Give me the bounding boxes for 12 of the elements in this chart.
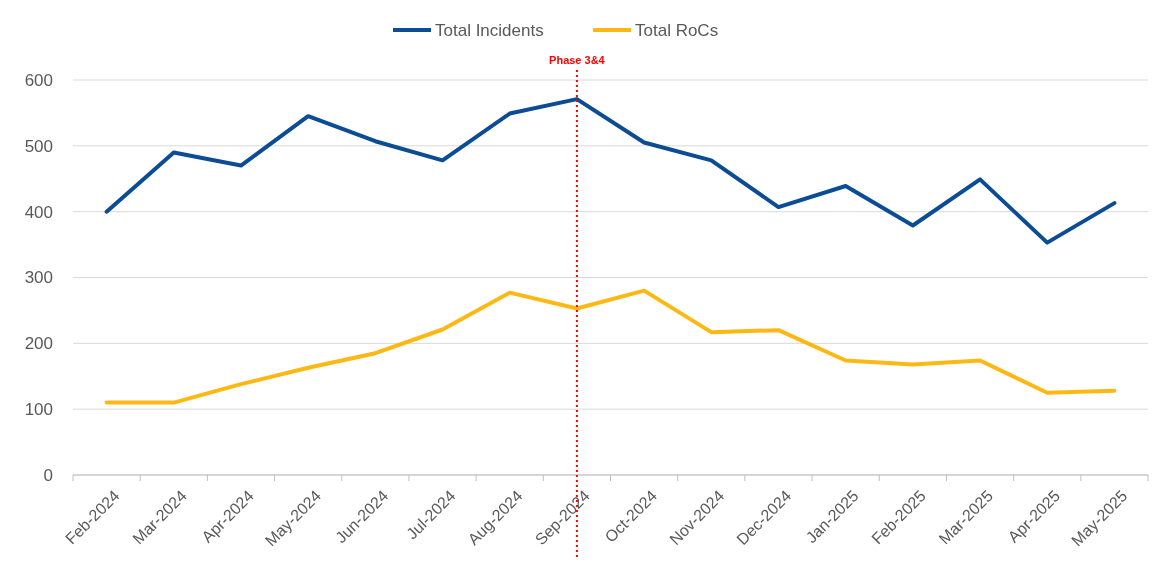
- y-tick-label: 100: [24, 400, 53, 420]
- legend-label: Total RoCs: [635, 20, 719, 40]
- y-tick-label: 600: [24, 70, 53, 90]
- y-tick-label: 0: [43, 465, 53, 485]
- line-series: [104, 288, 1117, 405]
- y-tick-label: 500: [24, 136, 53, 156]
- y-tick-label: 200: [24, 334, 53, 354]
- legend-label: Total Incidents: [435, 20, 544, 40]
- y-tick-label: 300: [24, 268, 53, 288]
- line-series: [104, 97, 1117, 245]
- y-tick-label: 400: [24, 202, 53, 222]
- ref-line-label: Phase 3&4: [549, 54, 606, 66]
